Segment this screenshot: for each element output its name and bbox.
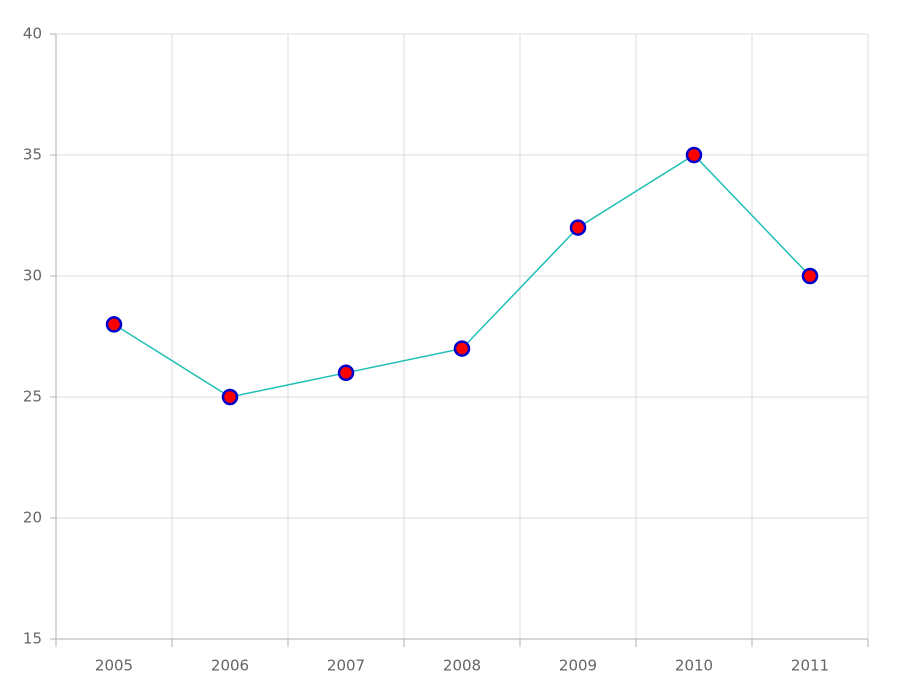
marker (685, 146, 703, 164)
y-tick-label: 40 (23, 25, 42, 43)
y-tick-label: 30 (23, 267, 42, 285)
marker (569, 219, 587, 236)
x-tick-label: 2011 (791, 657, 829, 675)
x-tick-label: 2006 (211, 657, 249, 675)
marker (337, 364, 355, 382)
y-tick-label: 35 (23, 146, 42, 164)
marker (105, 316, 123, 333)
y-tick-label: 20 (23, 509, 42, 527)
x-tick-label: 2010 (675, 657, 713, 675)
x-tick-label: 2007 (327, 657, 365, 675)
x-tick-label: 2008 (443, 657, 481, 675)
x-tick-label: 2009 (559, 657, 597, 675)
marker (453, 340, 471, 357)
marker (801, 267, 819, 285)
y-tick-label: 15 (23, 630, 42, 648)
x-tick-label: 2005 (95, 657, 133, 675)
marker (221, 388, 239, 406)
y-tick-label: 25 (23, 388, 42, 406)
